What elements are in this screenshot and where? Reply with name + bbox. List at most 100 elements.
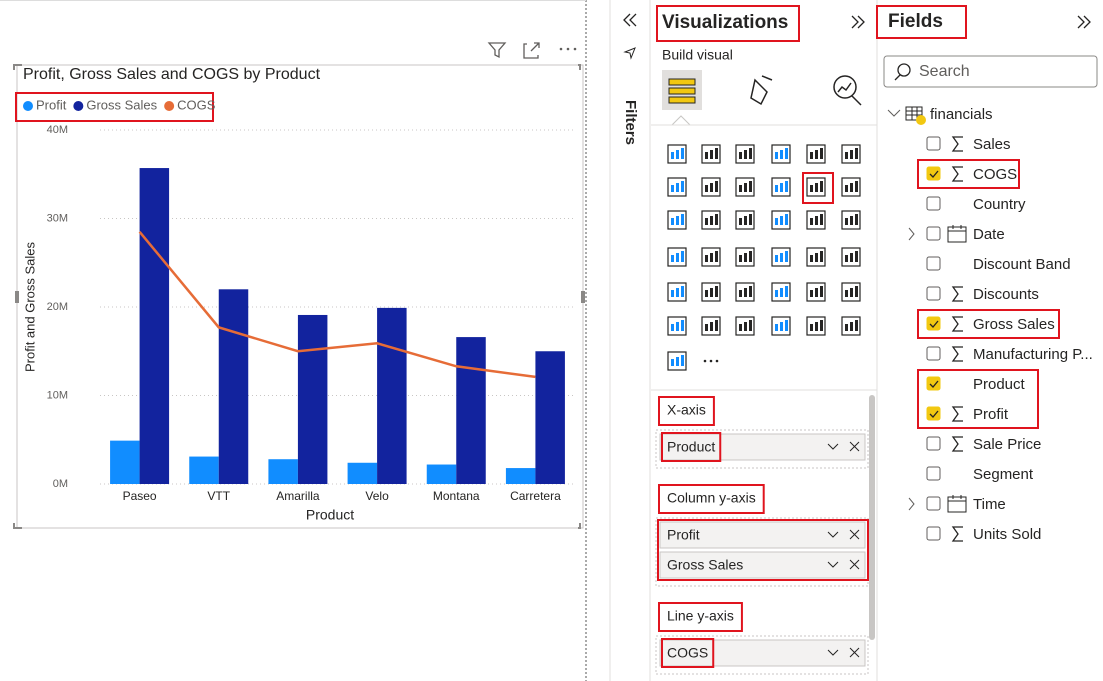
pill-chevron[interactable] <box>827 561 839 568</box>
filters-label[interactable]: Filters <box>622 100 639 145</box>
field-name[interactable]: Profit <box>973 406 1009 423</box>
resize-corner[interactable] <box>578 64 581 70</box>
viz-type-icon[interactable] <box>667 316 687 336</box>
analytics-tab[interactable] <box>833 75 857 99</box>
field-pill-label[interactable]: Profit <box>667 527 700 543</box>
viz-type-icon[interactable] <box>771 282 791 302</box>
legend-label[interactable]: Profit <box>36 97 67 112</box>
viz-type-icon[interactable] <box>771 210 791 230</box>
checkbox[interactable] <box>926 316 941 331</box>
field-name[interactable]: COGS <box>973 166 1017 183</box>
field-pill[interactable] <box>659 551 866 579</box>
viz-type-icon[interactable] <box>841 144 861 164</box>
viz-type-icon[interactable] <box>701 210 721 230</box>
field-name[interactable]: Discounts <box>973 286 1039 303</box>
pill-chevron[interactable] <box>827 443 839 450</box>
viz-type-icon[interactable] <box>771 316 791 336</box>
resize-corner[interactable] <box>578 523 581 529</box>
expand-icon[interactable] <box>851 15 865 29</box>
checkbox[interactable] <box>926 526 941 541</box>
expand-chevron[interactable] <box>887 109 901 117</box>
search-placeholder[interactable]: Search <box>919 63 970 80</box>
viz-type-icon[interactable] <box>667 210 687 230</box>
viz-type-icon[interactable] <box>701 247 721 267</box>
scrollbar[interactable] <box>869 395 875 640</box>
checkbox[interactable] <box>926 496 941 511</box>
legend-label[interactable]: COGS <box>177 97 216 112</box>
viz-type-icon[interactable] <box>806 316 826 336</box>
search-box[interactable] <box>883 55 1098 88</box>
expand-chevron[interactable] <box>908 227 915 241</box>
viz-type-icon[interactable] <box>701 177 721 197</box>
viz-type-icon[interactable] <box>806 247 826 267</box>
viz-type-icon[interactable] <box>806 144 826 164</box>
viz-type-icon[interactable] <box>841 316 861 336</box>
viz-type-icon[interactable] <box>701 282 721 302</box>
viz-type-icon[interactable] <box>771 247 791 267</box>
pill-chevron[interactable] <box>827 531 839 538</box>
viz-type-icon[interactable] <box>735 316 755 336</box>
viz-type-icon[interactable] <box>667 247 687 267</box>
table-name[interactable]: financials <box>930 106 993 123</box>
resize-corner[interactable] <box>13 523 22 529</box>
pill-remove[interactable] <box>849 559 860 570</box>
viz-type-icon[interactable] <box>735 144 755 164</box>
checkbox[interactable] <box>926 436 941 451</box>
viz-type-icon[interactable] <box>667 351 687 371</box>
checkbox[interactable] <box>926 256 941 271</box>
field-name[interactable]: Discount Band <box>973 256 1071 273</box>
field-name[interactable]: Units Sold <box>973 526 1041 543</box>
checkbox[interactable] <box>926 376 941 391</box>
checkbox[interactable] <box>926 406 941 421</box>
pill-remove[interactable] <box>849 529 860 540</box>
viz-type-icon[interactable] <box>841 210 861 230</box>
checkbox[interactable] <box>926 226 941 241</box>
expand-chevron[interactable] <box>908 497 915 511</box>
checkbox[interactable] <box>926 166 941 181</box>
field-name[interactable]: Gross Sales <box>973 316 1055 333</box>
viz-type-icon[interactable] <box>667 282 687 302</box>
more-icon[interactable] <box>559 47 577 51</box>
field-name[interactable]: Time <box>973 496 1006 513</box>
field-name[interactable]: Product <box>973 376 1026 393</box>
viz-type-icon[interactable] <box>806 282 826 302</box>
pill-chevron[interactable] <box>827 649 839 656</box>
expand-icon[interactable] <box>1077 15 1091 29</box>
viz-type-icon[interactable] <box>667 144 687 164</box>
field-name[interactable]: Date <box>973 226 1005 243</box>
field-pill-label[interactable]: COGS <box>667 645 708 661</box>
filter-icon[interactable] <box>487 42 507 59</box>
checkbox[interactable] <box>926 286 941 301</box>
viz-type-icon[interactable] <box>806 177 826 197</box>
viz-type-icon[interactable] <box>771 144 791 164</box>
viz-type-icon[interactable] <box>667 177 687 197</box>
pill-remove[interactable] <box>849 647 860 658</box>
viz-type-icon[interactable] <box>806 210 826 230</box>
viz-type-icon[interactable] <box>703 359 719 363</box>
field-pill-label[interactable]: Gross Sales <box>667 557 743 573</box>
viz-type-icon[interactable] <box>841 247 861 267</box>
focus-icon[interactable] <box>523 42 540 59</box>
resize-corner[interactable] <box>13 64 22 70</box>
checkbox[interactable] <box>926 346 941 361</box>
viz-type-icon[interactable] <box>735 247 755 267</box>
checkbox[interactable] <box>926 136 941 151</box>
resize-handle[interactable] <box>15 291 19 303</box>
format-tab[interactable] <box>750 75 773 106</box>
field-name[interactable]: Manufacturing P... <box>973 346 1093 363</box>
field-name[interactable]: Sales <box>973 136 1011 153</box>
field-name[interactable]: Segment <box>973 466 1034 483</box>
field-name[interactable]: Country <box>973 196 1026 213</box>
collapse-icon[interactable] <box>623 13 637 27</box>
legend-label[interactable]: Gross Sales <box>86 97 157 112</box>
checkbox[interactable] <box>926 466 941 481</box>
viz-type-icon[interactable] <box>771 177 791 197</box>
viz-type-icon[interactable] <box>735 282 755 302</box>
field-pill-label[interactable]: Product <box>667 439 715 455</box>
resize-handle[interactable] <box>581 291 585 303</box>
viz-type-icon[interactable] <box>735 177 755 197</box>
pill-remove[interactable] <box>849 441 860 452</box>
viz-type-icon[interactable] <box>701 316 721 336</box>
viz-type-icon[interactable] <box>841 177 861 197</box>
viz-type-icon[interactable] <box>841 282 861 302</box>
